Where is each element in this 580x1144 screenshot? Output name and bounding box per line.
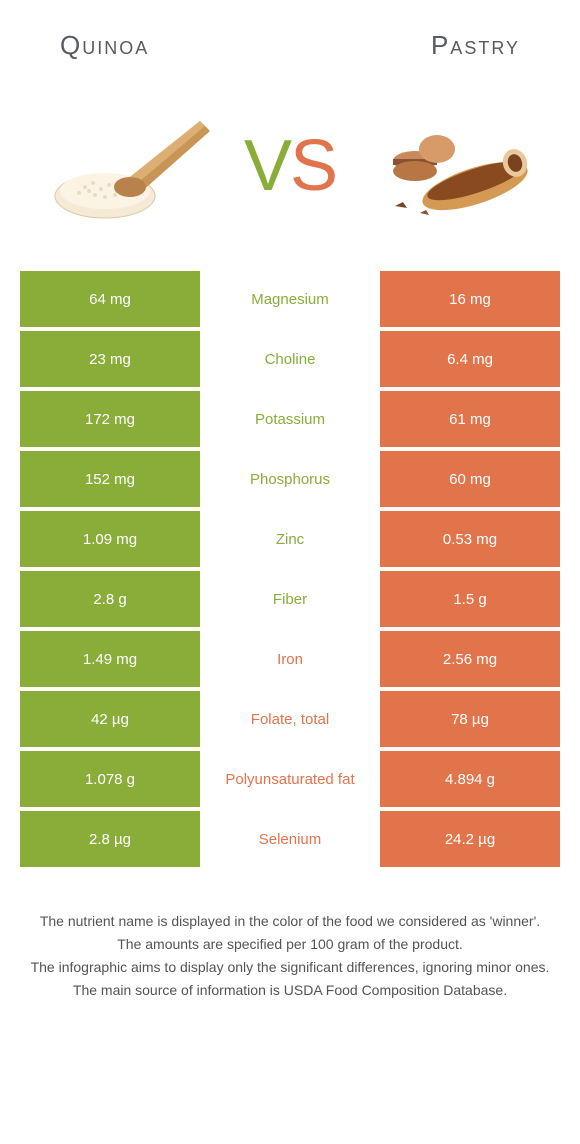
header: Quinoa Pastry bbox=[0, 0, 580, 71]
table-row: 2.8 µgSelenium24.2 µg bbox=[20, 811, 560, 867]
cell-label: Selenium bbox=[200, 811, 380, 867]
cell-right: 2.56 mg bbox=[380, 631, 560, 687]
vs-label: VS bbox=[244, 125, 336, 207]
cell-label: Magnesium bbox=[200, 271, 380, 327]
cell-right: 0.53 mg bbox=[380, 511, 560, 567]
cell-label: Folate, total bbox=[200, 691, 380, 747]
cell-right: 6.4 mg bbox=[380, 331, 560, 387]
cell-label: Potassium bbox=[200, 391, 380, 447]
footer-notes: The nutrient name is displayed in the co… bbox=[0, 871, 580, 1023]
table-row: 64 mgMagnesium16 mg bbox=[20, 271, 560, 327]
table-row: 1.49 mgIron2.56 mg bbox=[20, 631, 560, 687]
cell-right: 24.2 µg bbox=[380, 811, 560, 867]
cell-label: Fiber bbox=[200, 571, 380, 627]
note-line: The amounts are specified per 100 gram o… bbox=[30, 934, 550, 955]
cell-left: 2.8 g bbox=[20, 571, 200, 627]
table-row: 152 mgPhosphorus60 mg bbox=[20, 451, 560, 507]
table-row: 42 µgFolate, total78 µg bbox=[20, 691, 560, 747]
pastry-image bbox=[360, 96, 540, 236]
table-row: 2.8 gFiber1.5 g bbox=[20, 571, 560, 627]
cell-left: 1.49 mg bbox=[20, 631, 200, 687]
title-left: Quinoa bbox=[60, 30, 149, 61]
cell-left: 64 mg bbox=[20, 271, 200, 327]
cell-label: Phosphorus bbox=[200, 451, 380, 507]
note-line: The nutrient name is displayed in the co… bbox=[30, 911, 550, 932]
cell-left: 1.078 g bbox=[20, 751, 200, 807]
vs-s: S bbox=[290, 126, 336, 206]
cell-right: 4.894 g bbox=[380, 751, 560, 807]
cell-left: 1.09 mg bbox=[20, 511, 200, 567]
cell-left: 42 µg bbox=[20, 691, 200, 747]
note-line: The main source of information is USDA F… bbox=[30, 980, 550, 1001]
table-row: 1.09 mgZinc0.53 mg bbox=[20, 511, 560, 567]
cell-right: 1.5 g bbox=[380, 571, 560, 627]
cell-left: 23 mg bbox=[20, 331, 200, 387]
images-row: VS bbox=[0, 71, 580, 271]
table-row: 1.078 gPolyunsaturated fat4.894 g bbox=[20, 751, 560, 807]
cell-left: 172 mg bbox=[20, 391, 200, 447]
table-row: 172 mgPotassium61 mg bbox=[20, 391, 560, 447]
note-line: The infographic aims to display only the… bbox=[30, 957, 550, 978]
cell-label: Choline bbox=[200, 331, 380, 387]
cell-label: Zinc bbox=[200, 511, 380, 567]
title-right: Pastry bbox=[431, 30, 520, 61]
cell-label: Polyunsaturated fat bbox=[200, 751, 380, 807]
cell-label: Iron bbox=[200, 631, 380, 687]
vs-v: V bbox=[244, 126, 290, 206]
cell-right: 78 µg bbox=[380, 691, 560, 747]
cell-right: 61 mg bbox=[380, 391, 560, 447]
table-row: 23 mgCholine6.4 mg bbox=[20, 331, 560, 387]
quinoa-image bbox=[40, 96, 220, 236]
cell-right: 16 mg bbox=[380, 271, 560, 327]
cell-left: 2.8 µg bbox=[20, 811, 200, 867]
cell-left: 152 mg bbox=[20, 451, 200, 507]
comparison-table: 64 mgMagnesium16 mg23 mgCholine6.4 mg172… bbox=[20, 271, 560, 867]
cell-right: 60 mg bbox=[380, 451, 560, 507]
